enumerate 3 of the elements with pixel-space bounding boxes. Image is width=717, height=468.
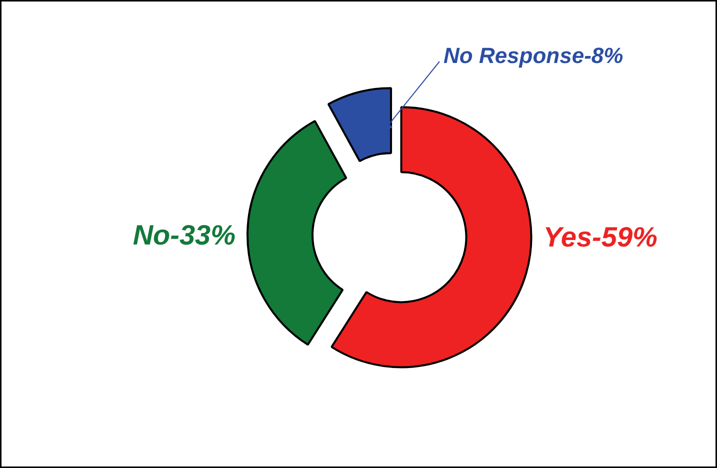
slice-label: No Response-8% xyxy=(444,43,624,68)
slice-label: No-33% xyxy=(132,219,236,250)
slice-label: Yes-59% xyxy=(543,222,658,253)
